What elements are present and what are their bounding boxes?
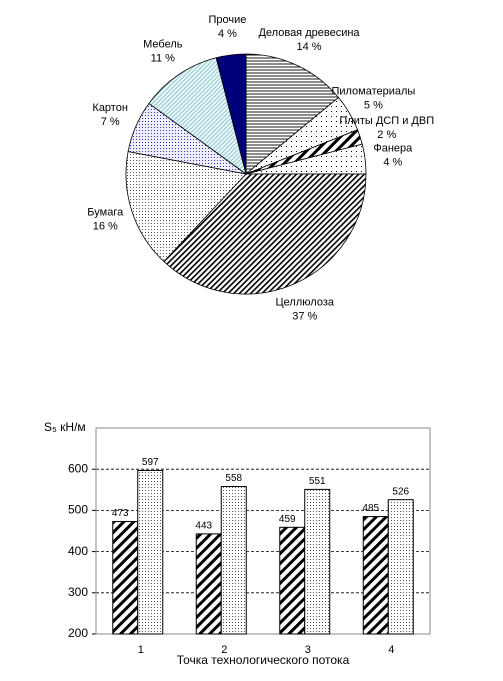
bar-value-label: 558 [225,473,242,484]
slice-value-label: 4 % [383,156,402,168]
slice-label: Фанера [373,142,413,154]
bar [195,533,222,635]
bar [279,526,306,635]
slice-value-label: 14 % [296,41,321,53]
x-tick-label: 1 [138,644,144,656]
slice-label: Бумага [87,207,124,219]
bar [112,521,139,635]
pie-slice [148,57,247,175]
slice-value-label: 16 % [93,221,118,233]
slice-value-label: 7 % [101,116,120,128]
x-tick-label: 4 [388,644,394,656]
x-tick-label: 3 [305,644,311,656]
slice-label: Пиломатериалы [331,86,415,98]
bar-value-label: 526 [392,486,409,497]
slice-value-label: 37 % [292,311,317,323]
slice-label: Плиты ДСП и ДВП [339,115,434,127]
bar [387,499,414,635]
pie-slice [125,151,247,263]
y-tick-label: 300 [68,585,88,599]
slice-value-label: 5 % [364,100,383,112]
bar [220,486,247,635]
y-tick-label: 600 [68,461,88,475]
bar-value-label: 551 [309,476,326,487]
bar-value-label: 597 [142,457,159,468]
y-tick-label: 500 [68,503,88,517]
bar-value-label: 485 [362,503,379,514]
bar [137,469,164,635]
slice-value-label: 4 % [218,28,237,40]
bar-value-label: 459 [279,514,296,525]
y-tick-label: 200 [68,626,88,640]
y-axis-label: S₅ кН/м [44,420,86,434]
bar [304,488,331,635]
y-tick-label: 400 [68,544,88,558]
bar [362,516,389,635]
bar-value-label: 443 [195,521,212,532]
slice-value-label: 11 % [151,52,175,64]
slice-label: Деловая древесина [258,27,360,39]
pie-slice [163,173,367,295]
slice-label: Мебель [143,38,183,50]
pie-slice [215,53,247,175]
x-axis-label: Точка технологического потока [177,653,350,667]
slice-label: Прочие [208,14,246,26]
slice-value-label: 2 % [377,129,396,141]
plot-frame [95,427,431,635]
pie-slice [245,53,340,175]
x-tick-label: 2 [221,644,227,656]
slice-label: Целлюлоза [276,297,335,309]
slice-label: Картон [92,102,128,114]
bar-value-label: 473 [112,508,129,519]
